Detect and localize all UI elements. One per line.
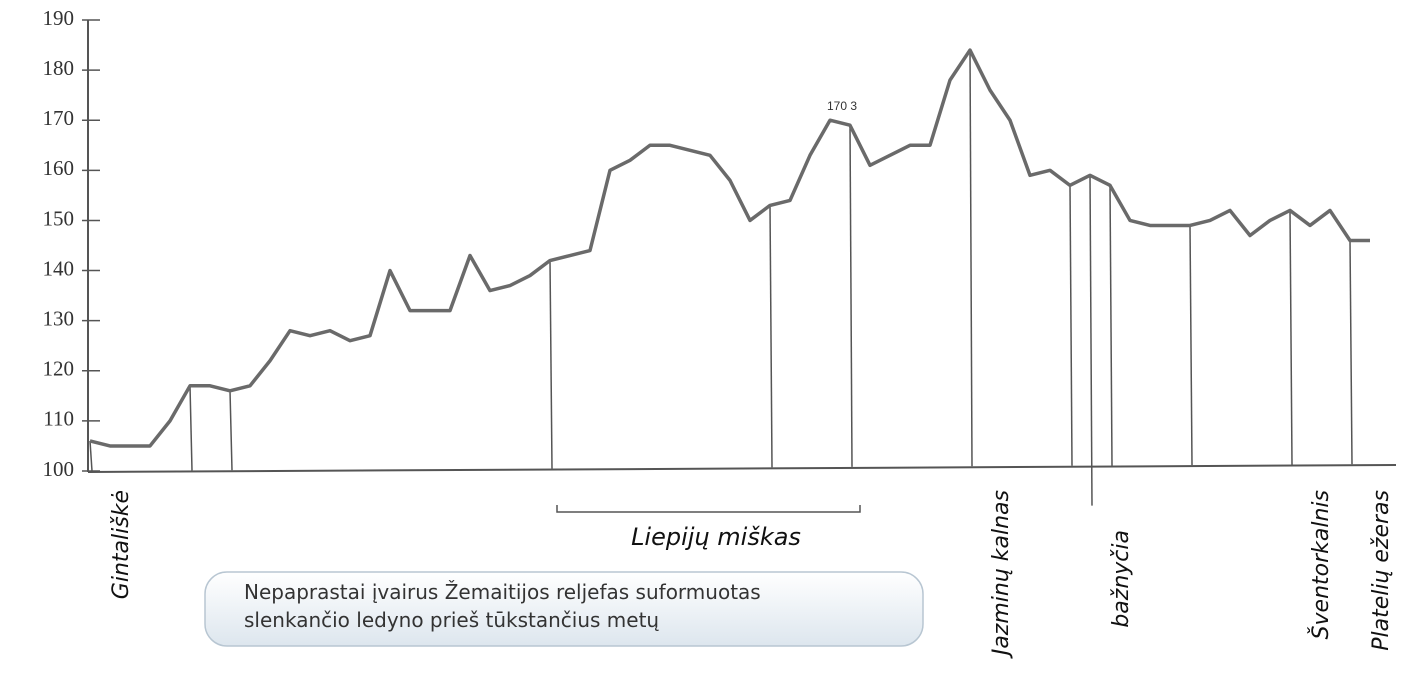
drop-line [850,125,852,467]
drop-line [230,391,232,470]
y-tick-label: 190 [43,6,75,30]
caption-line: slenkančio ledyno prieš tūkstančius metų [244,608,659,632]
y-tick-label: 130 [43,306,75,330]
x-tick-label: bažnyčia [1109,530,1134,628]
peak-label: 170 3 [827,99,857,113]
drop-line [90,441,92,471]
range-label: Liepijų miškas [631,523,801,551]
y-tick-label: 100 [43,457,75,481]
x-axis [88,465,1396,472]
caption-line: Nepaprastai įvairus Žemaitijos reljefas … [244,580,761,604]
drop-line [770,205,772,467]
y-tick-label: 110 [43,407,74,431]
y-tick-label: 170 [43,106,75,130]
drop-line [1070,185,1072,465]
y-tick-label: 120 [43,357,75,381]
chart: Liepijų miškas 170 3 Nepaprastai įvairus… [0,0,1404,675]
drop-line [1350,240,1352,464]
drop-line [190,386,192,471]
drop-line [550,261,552,469]
x-tick-label: Jazminų kalnas [989,490,1014,659]
x-tick-label: Platelių ežeras [1369,490,1394,651]
elevation-line [90,50,1370,446]
drop-line [1110,185,1112,465]
drop-line [1290,210,1292,464]
y-tick-label: 180 [43,56,75,80]
range-bracket [557,505,860,512]
drop-line [970,50,972,466]
x-tick-label: Šventorkalnis [1308,490,1334,639]
y-tick-label: 150 [43,206,75,230]
y-tick-label: 160 [43,156,75,180]
drop-line [1190,225,1192,465]
drop-line [1090,175,1092,505]
x-tick-label: Gintališkė [109,490,134,599]
y-tick-label: 140 [43,256,75,280]
